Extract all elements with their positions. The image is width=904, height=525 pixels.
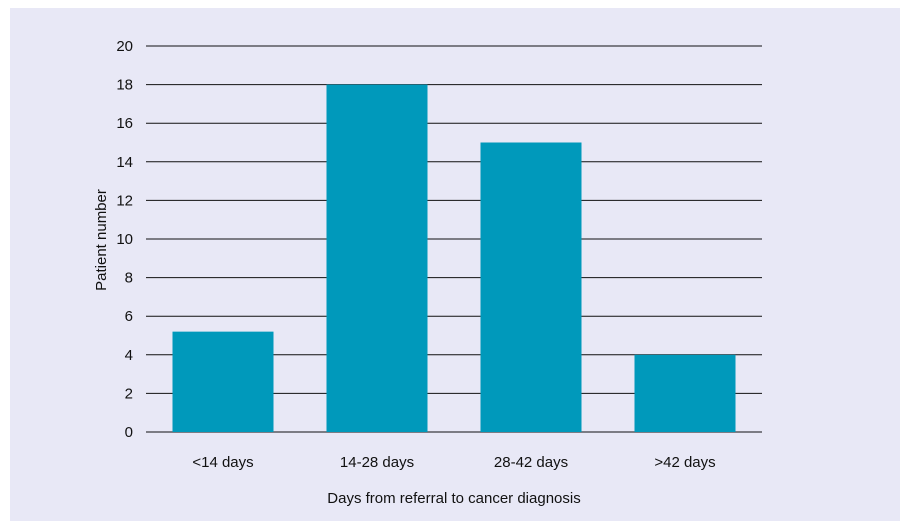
bar-1	[326, 84, 428, 432]
x-tick-label: <14 days	[192, 454, 253, 471]
chart-panel	[10, 8, 900, 521]
x-tick-label: 28-42 days	[494, 454, 568, 471]
y-tick-label: 12	[116, 192, 133, 209]
x-tick-label: 14-28 days	[340, 454, 414, 471]
y-tick-label: 4	[125, 347, 133, 364]
y-tick-label: 18	[116, 77, 133, 94]
y-tick-label: 16	[116, 115, 133, 132]
bar-3	[634, 354, 736, 432]
bar-2	[480, 142, 582, 432]
y-axis-title: Patient number	[93, 189, 110, 291]
y-tick-label: 6	[125, 308, 133, 325]
x-tick-labels: <14 days 14-28 days 28-42 days >42 days	[192, 454, 715, 471]
y-tick-label: 0	[125, 424, 133, 441]
y-tick-label: 8	[125, 270, 133, 287]
bars	[172, 84, 736, 432]
y-tick-label: 2	[125, 385, 133, 402]
bar-0	[172, 331, 274, 432]
x-axis-title: Days from referral to cancer diagnosis	[327, 490, 580, 507]
y-tick-label: 10	[116, 231, 133, 248]
y-tick-label: 20	[116, 38, 133, 55]
y-tick-label: 14	[116, 154, 133, 171]
x-tick-label: >42 days	[654, 454, 715, 471]
y-tick-labels: 0 2 4 6 8 10 12 14 16 18 20	[116, 38, 133, 441]
